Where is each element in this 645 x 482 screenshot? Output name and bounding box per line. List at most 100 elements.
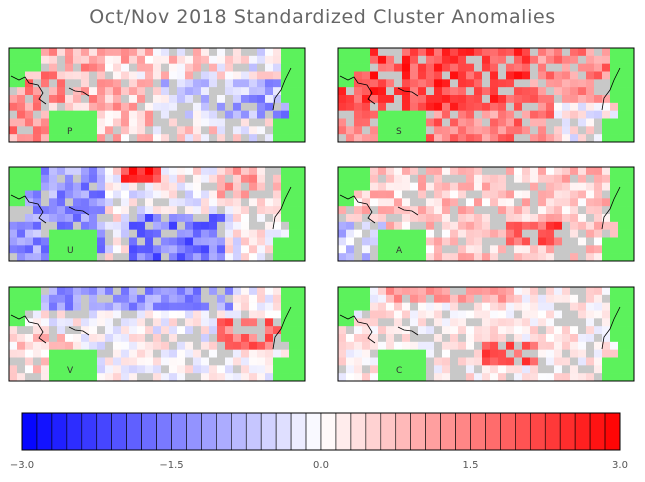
anomaly-cell xyxy=(41,126,50,135)
anomaly-cell xyxy=(241,167,250,176)
anomaly-cell xyxy=(586,118,595,127)
anomaly-cell xyxy=(217,357,226,366)
anomaly-cell xyxy=(338,95,347,104)
anomaly-cell xyxy=(201,357,210,366)
anomaly-cell xyxy=(49,302,58,311)
anomaly-cell xyxy=(482,214,491,223)
anomaly-cell xyxy=(554,373,563,382)
anomaly-cell xyxy=(426,71,435,80)
anomaly-cell xyxy=(145,326,154,335)
anomaly-cell xyxy=(25,302,34,311)
anomaly-cell xyxy=(346,182,355,191)
anomaly-cell xyxy=(161,237,170,246)
anomaly-cell xyxy=(177,55,186,64)
anomaly-cell xyxy=(570,206,579,215)
anomaly-cell xyxy=(458,253,467,262)
anomaly-cell xyxy=(514,48,523,57)
anomaly-cell xyxy=(402,237,411,246)
anomaly-cell xyxy=(530,102,539,111)
anomaly-cell xyxy=(362,95,371,104)
anomaly-cell xyxy=(265,302,274,311)
anomaly-cell xyxy=(338,118,347,127)
anomaly-cell xyxy=(177,302,186,311)
anomaly-cell xyxy=(169,221,178,230)
anomaly-cell xyxy=(33,221,42,230)
anomaly-cell xyxy=(498,302,507,311)
anomaly-cell xyxy=(466,87,475,96)
anomaly-cell xyxy=(193,134,202,143)
anomaly-cell xyxy=(201,287,210,296)
anomaly-cell xyxy=(434,357,443,366)
anomaly-cell xyxy=(522,55,531,64)
anomaly-cell xyxy=(498,95,507,104)
anomaly-cell xyxy=(81,55,90,64)
anomaly-cell xyxy=(73,365,82,374)
anomaly-cell xyxy=(97,95,106,104)
anomaly-cell xyxy=(153,326,162,335)
anomaly-cell xyxy=(185,287,194,296)
anomaly-cell xyxy=(530,334,539,343)
anomaly-cell xyxy=(554,206,563,215)
anomaly-cell xyxy=(161,253,170,262)
map-panel-U: U xyxy=(8,166,306,262)
anomaly-cell xyxy=(241,294,250,303)
anomaly-cell xyxy=(418,190,427,199)
anomaly-cell xyxy=(482,134,491,143)
anomaly-cell xyxy=(297,182,306,191)
anomaly-cell xyxy=(490,287,499,296)
anomaly-cell xyxy=(201,167,210,176)
anomaly-cell xyxy=(338,237,347,246)
anomaly-cell xyxy=(73,190,82,199)
anomaly-cell xyxy=(177,110,186,119)
anomaly-cell xyxy=(474,71,483,80)
anomaly-cell xyxy=(105,118,114,127)
anomaly-cell xyxy=(498,55,507,64)
anomaly-cell xyxy=(241,326,250,335)
anomaly-cell xyxy=(281,198,290,207)
anomaly-cell xyxy=(506,71,515,80)
anomaly-cell xyxy=(41,357,50,366)
anomaly-cell xyxy=(618,253,627,262)
anomaly-cell xyxy=(474,214,483,223)
anomaly-cell xyxy=(578,95,587,104)
anomaly-cell xyxy=(514,245,523,254)
anomaly-cell xyxy=(89,341,98,350)
anomaly-cell xyxy=(193,318,202,327)
anomaly-cell xyxy=(514,294,523,303)
anomaly-cell xyxy=(89,190,98,199)
anomaly-cell xyxy=(586,167,595,176)
anomaly-cell xyxy=(169,167,178,176)
anomaly-cell xyxy=(594,118,603,127)
anomaly-cell xyxy=(370,167,379,176)
colorbar-bin xyxy=(201,412,217,451)
anomaly-cell xyxy=(458,182,467,191)
anomaly-cell xyxy=(265,87,274,96)
anomaly-cell xyxy=(370,373,379,382)
anomaly-cell xyxy=(602,102,611,111)
anomaly-cell xyxy=(602,126,611,135)
anomaly-cell xyxy=(538,134,547,143)
panel-label: A xyxy=(396,246,403,256)
anomaly-cell xyxy=(562,310,571,319)
anomaly-cell xyxy=(514,365,523,374)
anomaly-cell xyxy=(89,167,98,176)
anomaly-cell xyxy=(538,287,547,296)
anomaly-cell xyxy=(466,245,475,254)
anomaly-cell xyxy=(482,221,491,230)
anomaly-cell xyxy=(121,221,130,230)
anomaly-cell xyxy=(394,302,403,311)
anomaly-cell xyxy=(546,71,555,80)
anomaly-cell xyxy=(241,206,250,215)
anomaly-cell xyxy=(17,167,26,176)
anomaly-cell xyxy=(490,118,499,127)
anomaly-cell xyxy=(346,95,355,104)
anomaly-cell xyxy=(145,357,154,366)
anomaly-cell xyxy=(346,48,355,57)
anomaly-cell xyxy=(466,118,475,127)
anomaly-cell xyxy=(65,334,74,343)
anomaly-cell xyxy=(370,174,379,183)
anomaly-cell xyxy=(129,182,138,191)
anomaly-cell xyxy=(105,167,114,176)
anomaly-cell xyxy=(498,287,507,296)
anomaly-cell xyxy=(578,349,587,358)
